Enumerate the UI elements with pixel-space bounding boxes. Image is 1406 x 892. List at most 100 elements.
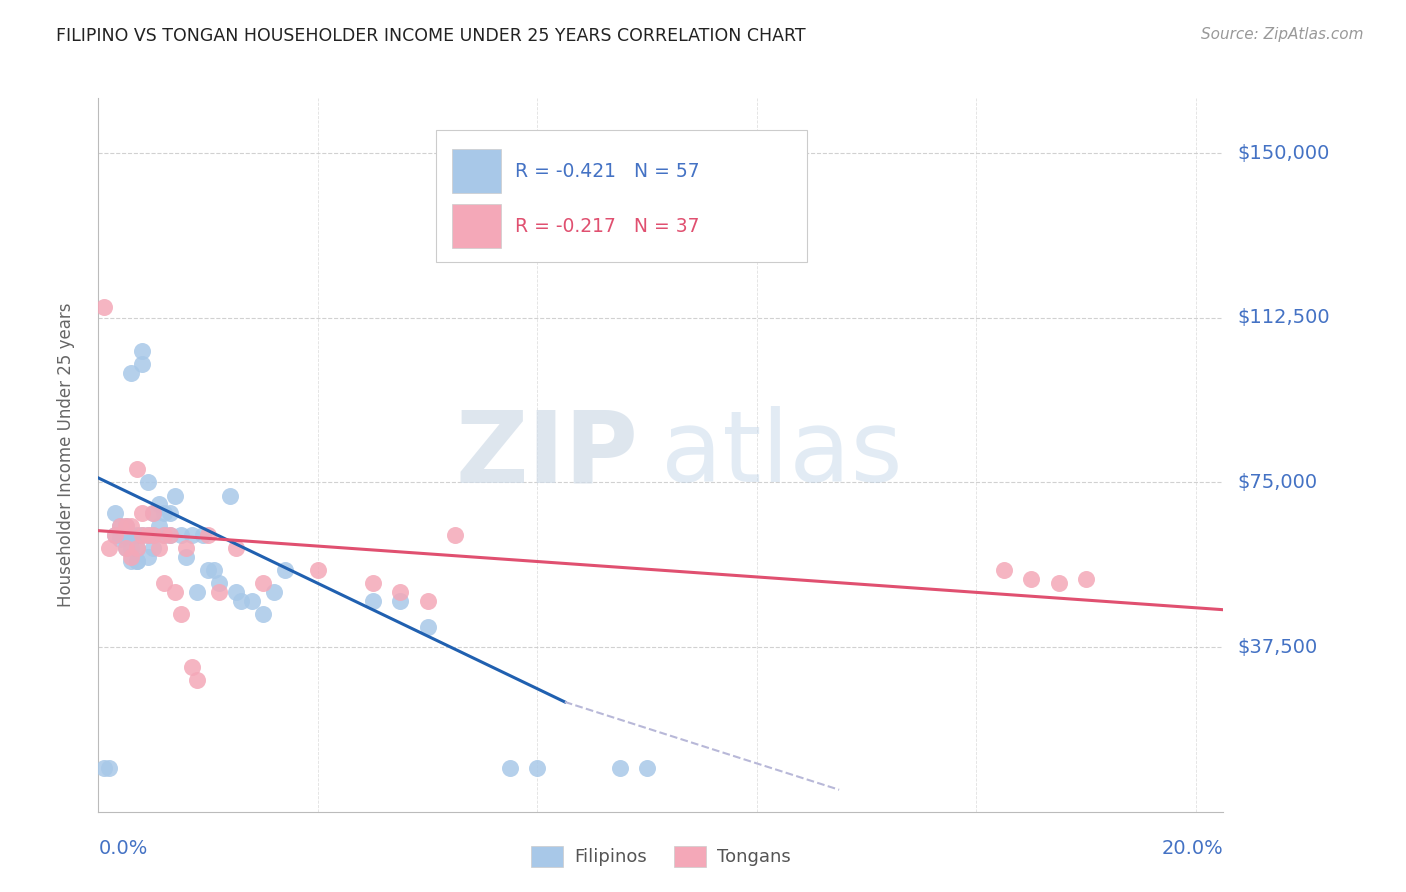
Point <box>131 528 153 542</box>
Point <box>131 506 153 520</box>
Point <box>120 541 142 556</box>
Point <box>142 506 165 520</box>
Point <box>125 528 148 542</box>
Point <box>180 660 202 674</box>
Point <box>153 528 176 542</box>
Point <box>159 528 181 542</box>
Point <box>148 541 170 556</box>
Point <box>142 528 165 542</box>
FancyBboxPatch shape <box>451 204 501 248</box>
Point <box>499 761 522 775</box>
Point <box>120 549 142 564</box>
Point <box>120 554 142 568</box>
Point <box>444 528 467 542</box>
Point <box>136 528 159 542</box>
Point <box>186 585 208 599</box>
Text: $150,000: $150,000 <box>1237 144 1330 162</box>
Point <box>197 528 219 542</box>
Point <box>110 528 132 542</box>
Legend: Filipinos, Tongans: Filipinos, Tongans <box>523 838 799 874</box>
Point <box>93 300 115 314</box>
Point <box>153 506 176 520</box>
Point <box>125 541 148 556</box>
Text: Source: ZipAtlas.com: Source: ZipAtlas.com <box>1201 27 1364 42</box>
Point <box>1047 576 1070 591</box>
Point <box>153 528 176 542</box>
Point <box>389 594 412 608</box>
Point <box>125 554 148 568</box>
Point <box>252 607 274 621</box>
FancyBboxPatch shape <box>451 150 501 193</box>
Point <box>307 563 329 577</box>
Point <box>104 528 127 542</box>
Text: atlas: atlas <box>661 407 903 503</box>
Point <box>180 528 202 542</box>
Point <box>115 519 138 533</box>
Point <box>165 585 187 599</box>
Point <box>104 528 127 542</box>
Point <box>153 576 176 591</box>
Point <box>125 541 148 556</box>
Text: 20.0%: 20.0% <box>1161 839 1223 858</box>
Text: FILIPINO VS TONGAN HOUSEHOLDER INCOME UNDER 25 YEARS CORRELATION CHART: FILIPINO VS TONGAN HOUSEHOLDER INCOME UN… <box>56 27 806 45</box>
Point <box>1019 572 1042 586</box>
Point <box>191 528 214 542</box>
Text: R = -0.421   N = 57: R = -0.421 N = 57 <box>515 162 699 181</box>
Point <box>142 506 165 520</box>
Point <box>148 497 170 511</box>
Point <box>416 594 439 608</box>
Text: $112,500: $112,500 <box>1237 309 1330 327</box>
Point <box>148 519 170 533</box>
Point <box>125 554 148 568</box>
FancyBboxPatch shape <box>436 130 807 262</box>
Point <box>142 528 165 542</box>
Point <box>165 489 187 503</box>
Point <box>170 528 193 542</box>
Text: ZIP: ZIP <box>456 407 638 503</box>
Point <box>526 761 548 775</box>
Point <box>98 761 121 775</box>
Point <box>993 563 1015 577</box>
Point <box>219 489 242 503</box>
Point <box>159 528 181 542</box>
Point <box>240 594 263 608</box>
Point <box>389 585 412 599</box>
Point <box>609 761 631 775</box>
Point <box>115 528 138 542</box>
Point <box>136 528 159 542</box>
Point <box>142 541 165 556</box>
Point <box>197 563 219 577</box>
Point <box>416 620 439 634</box>
Point <box>115 541 138 556</box>
Point <box>110 519 132 533</box>
Point <box>115 519 138 533</box>
Point <box>174 549 197 564</box>
Text: 0.0%: 0.0% <box>98 839 148 858</box>
Point <box>208 585 231 599</box>
Point <box>225 585 247 599</box>
Point <box>110 533 132 547</box>
Point <box>208 576 231 591</box>
Text: $75,000: $75,000 <box>1237 473 1317 491</box>
Point <box>202 563 225 577</box>
Text: $37,500: $37,500 <box>1237 638 1317 657</box>
Point <box>186 673 208 687</box>
Point <box>170 607 193 621</box>
Point <box>225 541 247 556</box>
Point <box>115 528 138 542</box>
Point <box>120 366 142 380</box>
Point <box>274 563 297 577</box>
Point <box>636 761 658 775</box>
Point <box>229 594 252 608</box>
Y-axis label: Householder Income Under 25 years: Householder Income Under 25 years <box>56 302 75 607</box>
Point <box>131 528 153 542</box>
Point <box>1074 572 1097 586</box>
Point <box>98 541 121 556</box>
Point <box>131 357 153 371</box>
Point <box>93 761 115 775</box>
Point <box>263 585 285 599</box>
Point <box>115 541 138 556</box>
Point <box>159 506 181 520</box>
Point <box>361 594 384 608</box>
Point <box>120 528 142 542</box>
